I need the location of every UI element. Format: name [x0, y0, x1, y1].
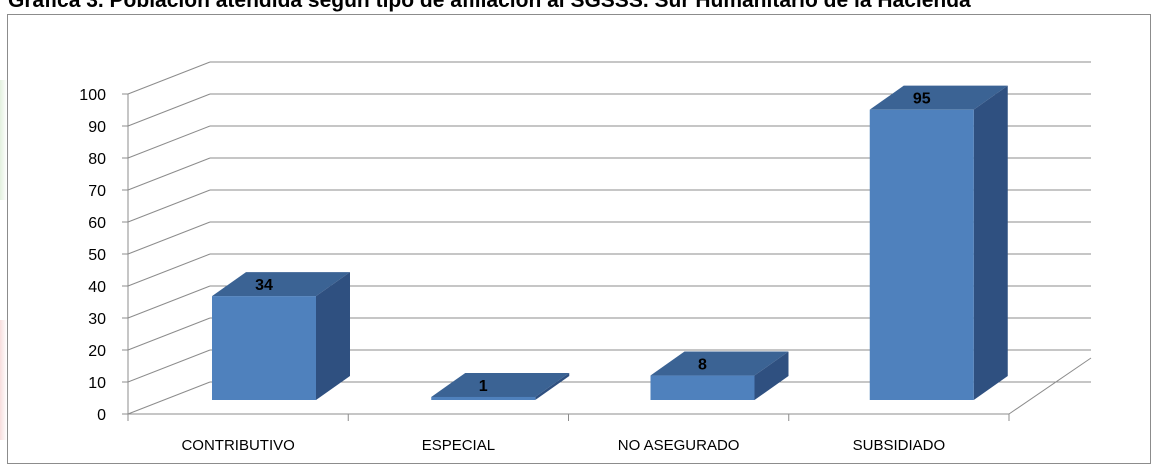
- bar-contributivo: [212, 272, 350, 400]
- gridline-left-wall: [127, 349, 211, 383]
- axis-layer: 0 10 20 30 40 50 60 70 80 90 100: [79, 87, 1092, 424]
- y-tick-label: 20: [88, 343, 106, 360]
- x-tick-label: ESPECIAL: [422, 437, 495, 454]
- floor-right-edge: [1008, 357, 1092, 415]
- gridline-left-wall: [127, 221, 211, 255]
- bar-side-face: [973, 85, 1008, 401]
- bar-top-face: [650, 351, 789, 376]
- bar-top-face: [869, 85, 1008, 110]
- y-tick-label: 10: [88, 375, 106, 392]
- bar-top-face: [431, 372, 570, 397]
- x-tick-label: CONTRIBUTIVO: [181, 437, 294, 454]
- y-tick-label: 30: [88, 311, 106, 328]
- y-tick-label: 60: [88, 215, 106, 232]
- bar-side-face: [316, 272, 350, 400]
- gridline-left-wall: [127, 189, 211, 223]
- gridline-left-wall: [127, 93, 211, 127]
- bar-especial: [431, 372, 570, 400]
- bar-no-asegurado: [650, 351, 789, 400]
- bar-front-face: [650, 375, 755, 400]
- bars-layer: [212, 85, 1008, 401]
- bar-top-face: [212, 272, 350, 297]
- gridline-left-wall: [127, 381, 211, 415]
- data-label: 95: [913, 91, 931, 108]
- data-label: 34: [255, 277, 273, 294]
- x-tick-label: NO ASEGURADO: [618, 437, 740, 454]
- bar-front-face: [212, 296, 316, 400]
- bar-front-face: [869, 109, 974, 401]
- bar-front-face: [431, 396, 536, 400]
- data-label: 1: [479, 378, 488, 395]
- chart-title: Gráfica 3. Población atendida según tipo…: [8, 0, 971, 12]
- bar-subsidiado: [869, 85, 1008, 401]
- data-label: 8: [698, 357, 707, 374]
- gridline-left-wall: [127, 253, 211, 287]
- bar-side-face: [754, 351, 789, 400]
- y-tick-label: 70: [88, 183, 106, 200]
- y-tick-label: 80: [88, 151, 106, 168]
- chart-title-strip: Gráfica 3. Población atendida según tipo…: [0, 0, 1161, 14]
- x-tick-label: SUBSIDIADO: [853, 437, 946, 454]
- y-tick-label: 90: [88, 119, 106, 136]
- bar-side-face: [535, 372, 570, 400]
- y-tick-label: 40: [88, 279, 106, 296]
- y-tick-label: 0: [97, 407, 106, 424]
- gridline-left-wall: [127, 317, 211, 351]
- decorative-side-band-red: [0, 320, 7, 440]
- decorative-side-band-green: [0, 80, 7, 200]
- y-tick-label: 50: [88, 247, 106, 264]
- y-tick-label: 100: [79, 87, 106, 104]
- gridline-left-wall: [127, 125, 211, 159]
- gridline-left-wall: [127, 285, 211, 319]
- gridline-left-wall: [127, 157, 211, 191]
- gridline-left-wall: [127, 61, 211, 95]
- labels-layer: 34 CONTRIBUTIVO 1 ESPECIAL 8 NO ASEGURADO 95 SU…: [181, 91, 945, 454]
